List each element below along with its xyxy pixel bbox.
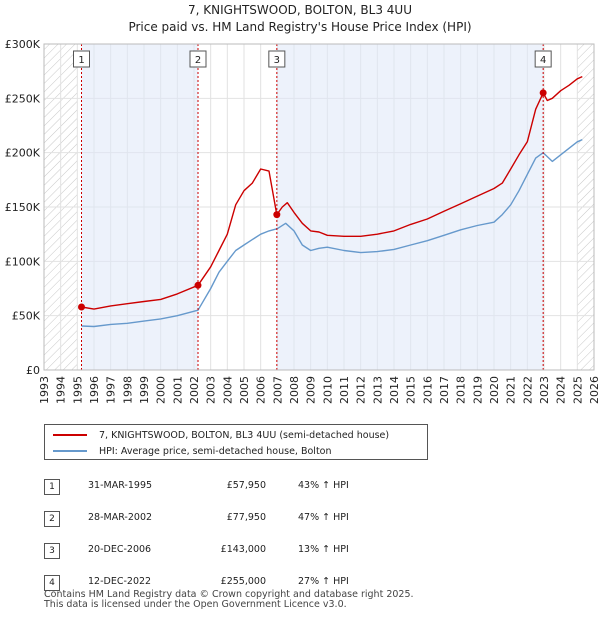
- sale-marker-point: [273, 211, 281, 219]
- sale-price: £143,000: [220, 544, 266, 555]
- x-tick-label: 1994: [55, 376, 68, 404]
- sale-hpi: 13% ↑ HPI: [298, 544, 349, 555]
- sale-marker-label: 4: [540, 55, 546, 66]
- x-tick-label: 2010: [321, 376, 334, 404]
- x-tick-label: 2021: [505, 376, 518, 404]
- y-tick-label: £300K: [5, 38, 41, 51]
- sale-row: 1 31-MAR-1995 £57,950 43% ↑ HPI: [44, 476, 564, 508]
- x-tick-label: 2023: [538, 376, 551, 404]
- sale-marker-point: [194, 281, 202, 289]
- sale-price: £255,000: [220, 576, 266, 587]
- legend-label-property: 7, KNIGHTSWOOD, BOLTON, BL3 4UU (semi-de…: [99, 429, 390, 441]
- sale-date: 20-DEC-2006: [88, 544, 152, 555]
- footer-line-copyright: Contains HM Land Registry data © Crown c…: [44, 589, 414, 600]
- x-tick-label: 2011: [338, 376, 351, 404]
- x-tick-label: 2017: [438, 376, 451, 404]
- sale-number: 3: [44, 543, 60, 559]
- x-tick-label: 2005: [238, 376, 251, 404]
- sale-marker-label: 3: [274, 55, 280, 66]
- sale-marker-box: [189, 50, 207, 68]
- sale-number: 1: [44, 479, 60, 495]
- x-tick-label: 1997: [105, 376, 118, 404]
- sale-hpi: 43% ↑ HPI: [298, 480, 349, 491]
- x-tick-label: 2012: [355, 376, 368, 404]
- legend-label-hpi: HPI: Average price, semi-detached house,…: [99, 445, 332, 457]
- legend-entry-hpi: HPI: Average price, semi-detached house,…: [53, 443, 332, 459]
- price-line: [81, 75, 583, 310]
- x-tick-label: 2003: [205, 376, 218, 404]
- y-tick-label: £150K: [5, 201, 41, 214]
- x-tick-label: 2018: [455, 376, 468, 404]
- x-tick-label: 1999: [138, 376, 151, 404]
- sale-date: 31-MAR-1995: [88, 480, 153, 491]
- x-tick-label: 2013: [371, 376, 384, 404]
- plot-frame: [43, 43, 595, 371]
- x-tick-label: 1995: [71, 376, 84, 404]
- x-tick-label: 2025: [571, 376, 584, 404]
- footer: Contains HM Land Registry data © Crown c…: [44, 590, 414, 610]
- x-tick-label: 2007: [271, 376, 284, 404]
- sale-number: 4: [44, 575, 60, 591]
- price-chart: 7, KNIGHTSWOOD, BOLTON, BL3 4UU Price pa…: [5, 3, 600, 404]
- x-tick-label: 1993: [38, 376, 51, 404]
- x-tick-label: 2000: [155, 376, 168, 404]
- sale-marker-box: [534, 50, 552, 68]
- y-tick-label: £200K: [5, 147, 41, 160]
- x-tick-label: 2004: [221, 376, 234, 404]
- chart-title: 7, KNIGHTSWOOD, BOLTON, BL3 4UU: [188, 3, 412, 17]
- legend-swatch-property: [53, 434, 87, 436]
- x-tick-label: 2022: [521, 376, 534, 404]
- sale-row: 3 20-DEC-2006 £143,000 13% ↑ HPI: [44, 540, 564, 572]
- legend: 7, KNIGHTSWOOD, BOLTON, BL3 4UU (semi-de…: [44, 424, 428, 460]
- sale-marker-box: [73, 50, 90, 68]
- y-tick-label: £100K: [5, 255, 41, 268]
- x-tick-label: 2008: [288, 376, 301, 404]
- sale-marker-point: [539, 89, 547, 97]
- x-tick-label: 2019: [471, 376, 484, 404]
- sale-date: 28-MAR-2002: [88, 512, 153, 523]
- legend-entry-property: 7, KNIGHTSWOOD, BOLTON, BL3 4UU (semi-de…: [53, 427, 389, 443]
- sale-row: 2 28-MAR-2002 £77,950 47% ↑ HPI: [44, 508, 564, 540]
- x-tick-label: 2016: [421, 376, 434, 404]
- legend-swatch-hpi: [53, 450, 87, 452]
- chart-subtitle: Price paid vs. HM Land Registry's House …: [128, 20, 471, 34]
- sale-marker-point: [78, 303, 85, 311]
- sale-hpi: 47% ↑ HPI: [298, 512, 349, 523]
- x-tick-label: 2002: [188, 376, 201, 404]
- sale-hpi: 27% ↑ HPI: [298, 576, 349, 587]
- x-tick-label: 2009: [305, 376, 318, 404]
- x-tick-label: 2015: [405, 376, 418, 404]
- sale-row: 4 12-DEC-2022 £255,000 27% ↑ HPI: [44, 572, 564, 604]
- x-tick-label: 2001: [171, 376, 184, 404]
- x-tick-label: 1996: [88, 376, 101, 404]
- x-tick-label: 1998: [121, 376, 134, 404]
- x-tick-label: 2026: [588, 376, 600, 404]
- x-tick-label: 2024: [555, 376, 568, 404]
- sale-number: 2: [44, 511, 60, 527]
- sale-marker-box: [268, 50, 286, 68]
- y-tick-label: £0: [26, 364, 40, 377]
- sale-price: £77,950: [226, 512, 266, 523]
- sales-table: 1 31-MAR-1995 £57,950 43% ↑ HPI 2 28-MAR…: [44, 476, 564, 604]
- owned-period-shade: [276, 44, 544, 370]
- sale-date: 12-DEC-2022: [88, 576, 152, 587]
- sale-marker-label: 1: [78, 55, 84, 66]
- y-tick-label: £250K: [5, 92, 41, 105]
- hpi-line: [81, 138, 583, 328]
- footer-line-licence: This data is licensed under the Open Gov…: [44, 599, 347, 610]
- sale-marker-label: 2: [195, 55, 201, 66]
- sale-price: £57,950: [226, 480, 266, 491]
- x-tick-label: 2020: [488, 376, 501, 404]
- y-tick-label: £50K: [12, 310, 41, 323]
- x-tick-label: 2014: [388, 376, 401, 404]
- x-tick-label: 2006: [255, 376, 268, 404]
